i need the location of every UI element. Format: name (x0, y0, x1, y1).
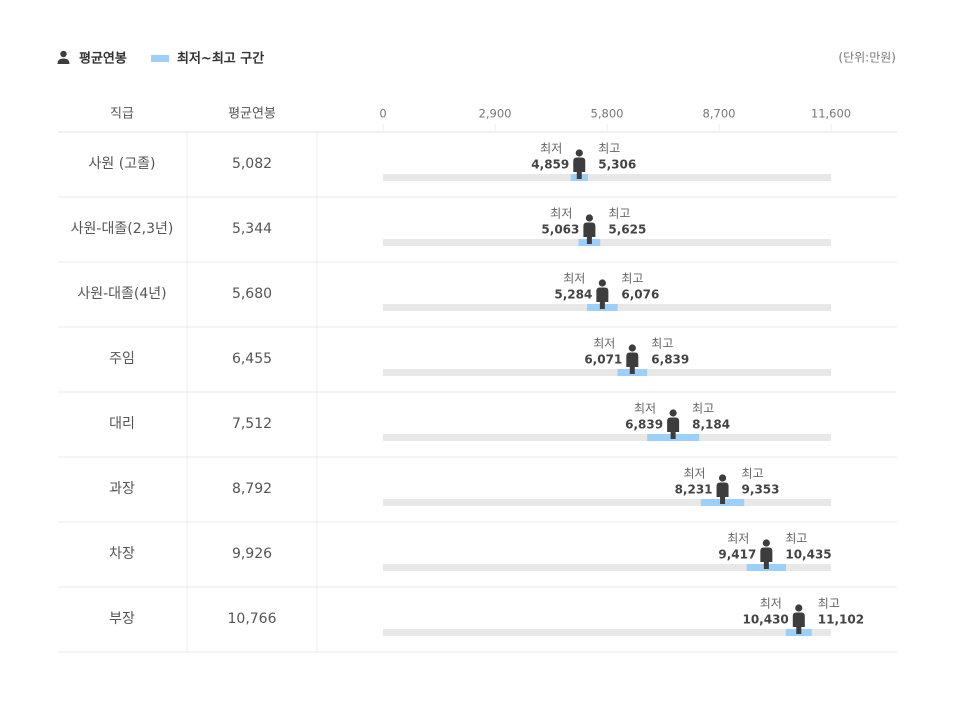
avg-value: 5,082 (232, 156, 272, 172)
avg-marker (596, 279, 609, 309)
track (383, 564, 831, 571)
low-value: 4,859 (531, 158, 569, 172)
avg-marker (760, 539, 773, 569)
marker-head (575, 149, 583, 157)
marker-head (718, 474, 727, 482)
legend-label: 평균연봉 (79, 51, 127, 67)
high-value: 9,353 (742, 483, 780, 497)
marker-body (716, 482, 729, 504)
legend-swatch (151, 55, 169, 62)
low-value: 6,071 (584, 353, 622, 367)
avg-marker (792, 604, 805, 634)
x-tick-label: 5,800 (591, 107, 624, 121)
low-caption: 최저 (683, 467, 705, 481)
low-caption: 최저 (760, 597, 782, 611)
legend: 평균연봉 최저~최고 구간 (57, 50, 264, 67)
high-caption: 최고 (818, 597, 840, 611)
marker-head (669, 409, 677, 417)
avg-marker (626, 344, 639, 374)
low-caption: 최저 (634, 402, 656, 416)
high-caption: 최고 (608, 207, 630, 221)
x-tick-label: 2,900 (479, 107, 512, 121)
marker-body (760, 547, 773, 569)
avg-value: 7,512 (232, 416, 272, 432)
x-tick-label: 8,700 (703, 107, 736, 121)
low-caption: 최저 (593, 337, 615, 351)
track (383, 434, 831, 441)
avg-marker (573, 149, 586, 179)
low-caption: 최저 (727, 532, 749, 546)
high-value: 5,625 (608, 223, 646, 237)
marker-body (583, 222, 596, 244)
marker-head (628, 344, 636, 352)
high-caption: 최고 (621, 272, 643, 286)
high-value: 8,184 (692, 418, 730, 432)
low-value: 10,430 (742, 613, 788, 627)
high-caption: 최고 (598, 142, 620, 156)
low-value: 8,231 (675, 483, 713, 497)
track (383, 369, 831, 376)
track (383, 499, 831, 506)
column-header: 직급 (110, 107, 134, 122)
avg-value: 8,792 (232, 481, 272, 497)
x-tick-label: 11,600 (811, 107, 851, 121)
marker-head (598, 279, 606, 287)
low-value: 5,063 (541, 223, 579, 237)
avg-marker (583, 214, 596, 244)
high-value: 5,306 (598, 158, 636, 172)
row-label: 부장 (109, 611, 135, 627)
avg-value: 6,455 (232, 351, 272, 367)
avg-value: 10,766 (228, 611, 277, 627)
track (383, 629, 831, 636)
avg-value: 9,926 (232, 546, 272, 562)
track (383, 174, 831, 181)
high-value: 6,839 (651, 353, 689, 367)
legend-label: 최저~최고 구간 (177, 51, 264, 67)
x-tick-label: 0 (379, 107, 386, 121)
marker-body (792, 612, 805, 634)
row-label: 주임 (109, 351, 135, 367)
avg-marker (667, 409, 680, 439)
low-value: 9,417 (718, 548, 756, 562)
low-value: 6,839 (625, 418, 663, 432)
row-label: 과장 (109, 481, 135, 497)
high-value: 6,076 (621, 288, 659, 302)
low-caption: 최저 (540, 142, 562, 156)
avg-value: 5,344 (232, 221, 272, 237)
high-caption: 최고 (785, 532, 807, 546)
marker-body (573, 157, 586, 179)
row-label: 사원-대졸(2,3년) (71, 221, 174, 237)
marker-body (667, 417, 680, 439)
high-value: 11,102 (818, 613, 864, 627)
marker-head (795, 604, 803, 612)
column-header: 평균연봉 (228, 107, 276, 122)
marker-body (626, 352, 639, 374)
low-value: 5,284 (554, 288, 592, 302)
row-label: 사원-대졸(4년) (77, 286, 166, 302)
high-caption: 최고 (651, 337, 673, 351)
row-label: 사원 (고졸) (89, 156, 156, 172)
row-label: 대리 (109, 416, 135, 432)
marker-head (762, 539, 770, 547)
low-caption: 최저 (563, 272, 585, 286)
low-caption: 최저 (550, 207, 572, 221)
marker-head (585, 214, 593, 222)
marker-body (596, 287, 609, 309)
legend-person-icon (57, 50, 70, 64)
row-label: 차장 (109, 546, 135, 562)
unit-label: (단위:만원) (838, 51, 896, 65)
track (383, 239, 831, 246)
high-caption: 최고 (742, 467, 764, 481)
high-caption: 최고 (692, 402, 714, 416)
high-value: 10,435 (785, 548, 831, 562)
avg-marker (716, 474, 729, 504)
avg-value: 5,680 (232, 286, 272, 302)
